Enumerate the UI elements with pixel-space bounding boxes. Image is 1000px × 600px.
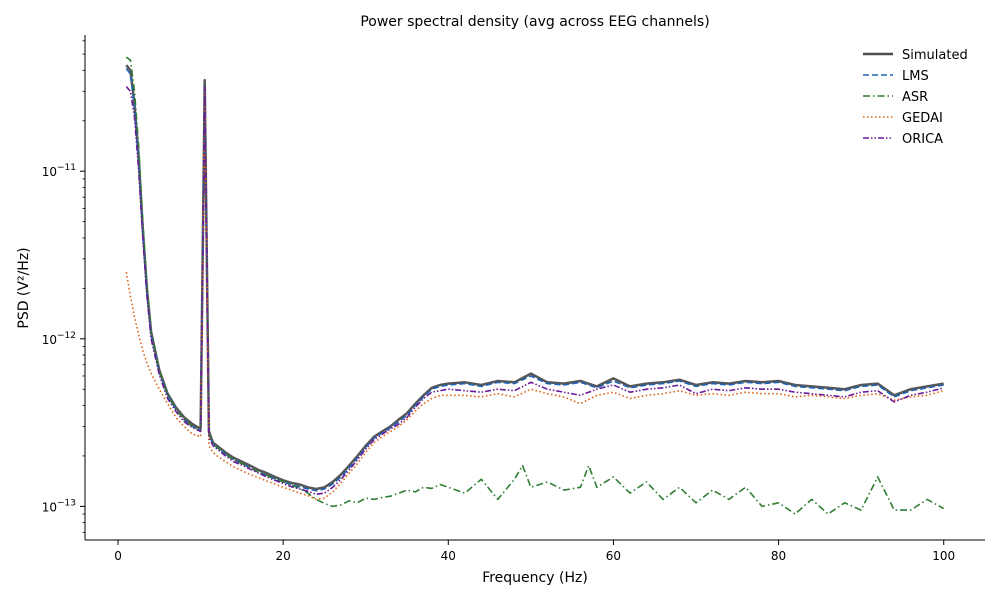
legend-label-gedai: GEDAI bbox=[902, 111, 943, 126]
x-axis-label: Frequency (Hz) bbox=[482, 570, 588, 586]
series-line-simulated bbox=[125, 64, 944, 491]
x-tick-label: 60 bbox=[606, 549, 621, 563]
y-tick-label: 10−13 bbox=[42, 498, 76, 514]
x-tick-label: 0 bbox=[114, 549, 122, 563]
legend-label-orica: ORICA bbox=[902, 132, 943, 147]
y-tick-label: 10−11 bbox=[42, 163, 76, 179]
series-line-lms bbox=[125, 68, 944, 492]
series-line-gedai bbox=[125, 90, 944, 501]
y-tick-label: 10−12 bbox=[42, 331, 76, 347]
x-tick-label: 40 bbox=[441, 549, 456, 563]
x-ticks: 0 20 40 60 80 100 bbox=[114, 540, 955, 563]
legend: Simulated LMS ASR GEDAI ORICA bbox=[863, 48, 968, 147]
legend-label-asr: ASR bbox=[902, 90, 928, 105]
series-line-asr bbox=[125, 56, 945, 515]
x-tick-label: 80 bbox=[771, 549, 786, 563]
x-tick-label: 100 bbox=[932, 549, 955, 563]
y-axis-label: PSD (V²/Hz) bbox=[16, 247, 32, 328]
chart-title: Power spectral density (avg across EEG c… bbox=[360, 14, 709, 30]
legend-label-lms: LMS bbox=[902, 69, 929, 84]
series-line-orica bbox=[125, 85, 944, 496]
x-tick-label: 20 bbox=[276, 549, 291, 563]
legend-label-simulated: Simulated bbox=[902, 48, 968, 63]
plot-lines bbox=[125, 56, 945, 515]
y-ticks: 10−13 10−12 10−11 bbox=[42, 40, 85, 533]
